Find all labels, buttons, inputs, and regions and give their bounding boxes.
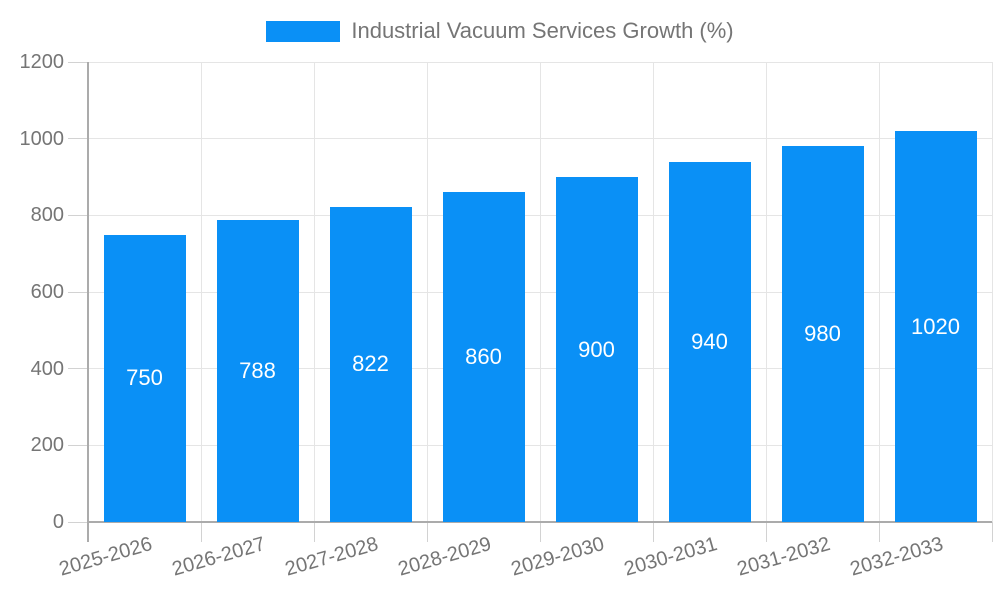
x-axis-tick-label: 2026-2027	[169, 533, 268, 581]
bar[interactable]	[894, 131, 977, 522]
legend-item[interactable]: Industrial Vacuum Services Growth (%)	[266, 18, 734, 44]
bar-value-label: 788	[239, 357, 276, 383]
y-axis-tick	[68, 214, 88, 216]
legend-swatch-icon	[266, 20, 341, 42]
x-axis-tick	[765, 522, 767, 542]
x-axis-tick	[426, 522, 428, 542]
x-axis-tick	[878, 522, 880, 542]
y-axis-tick-label: 0	[52, 511, 64, 533]
x-gridline	[991, 62, 993, 522]
x-axis-tick	[991, 522, 993, 542]
bar-value-label: 900	[578, 336, 615, 362]
x-axis-tick	[313, 522, 315, 542]
x-axis-tick-label: 2027-2028	[282, 533, 381, 581]
y-axis-tick	[68, 368, 88, 370]
bar[interactable]	[442, 192, 525, 522]
x-axis-tick-label: 2029-2030	[508, 533, 607, 581]
x-axis-tick-label: 2025-2026	[56, 533, 155, 581]
y-axis-tick-label: 600	[30, 281, 64, 303]
x-gridline	[765, 62, 767, 522]
y-axis-tick	[68, 291, 88, 293]
y-axis-tick-label: 1000	[19, 127, 65, 150]
y-axis-tick-label: 200	[30, 434, 64, 457]
bar[interactable]	[781, 146, 864, 522]
x-axis-tick-label: 2030-2031	[621, 533, 720, 581]
bar[interactable]	[329, 206, 412, 522]
x-axis-tick	[539, 522, 541, 542]
y-axis-tick-label: 400	[30, 357, 64, 380]
x-gridline	[313, 62, 315, 522]
chart-legend: Industrial Vacuum Services Growth (%)	[0, 18, 1000, 44]
y-axis-tick-label: 1200	[19, 51, 65, 73]
bar[interactable]	[216, 219, 299, 522]
x-gridline	[539, 62, 541, 522]
x-axis-line	[88, 521, 992, 523]
bar-value-label: 822	[352, 351, 389, 377]
x-gridline	[652, 62, 654, 522]
bar-value-label: 1020	[911, 313, 960, 339]
legend-label: Industrial Vacuum Services Growth (%)	[351, 18, 734, 43]
x-axis-tick-label: 2031-2032	[734, 533, 833, 581]
bar[interactable]	[555, 177, 638, 522]
y-axis-tick	[68, 61, 88, 63]
x-axis-tick-label: 2032-2033	[847, 533, 946, 581]
x-axis-tick-label: 2028-2029	[395, 533, 494, 581]
y-axis-tick	[68, 138, 88, 140]
bar-value-label: 940	[691, 328, 728, 354]
y-axis-tick	[68, 521, 88, 523]
x-gridline	[200, 62, 202, 522]
bar-value-label: 750	[126, 365, 163, 391]
x-axis-tick	[652, 522, 654, 542]
y-axis-tick-label: 800	[30, 204, 64, 227]
bar[interactable]	[103, 234, 186, 522]
x-gridline	[878, 62, 880, 522]
bar-value-label: 860	[465, 344, 502, 370]
bar-value-label: 980	[804, 321, 841, 347]
y-axis-line	[87, 62, 89, 542]
y-axis-tick	[68, 444, 88, 446]
x-gridline	[426, 62, 428, 522]
x-axis-tick	[200, 522, 202, 542]
bar[interactable]	[668, 161, 751, 522]
